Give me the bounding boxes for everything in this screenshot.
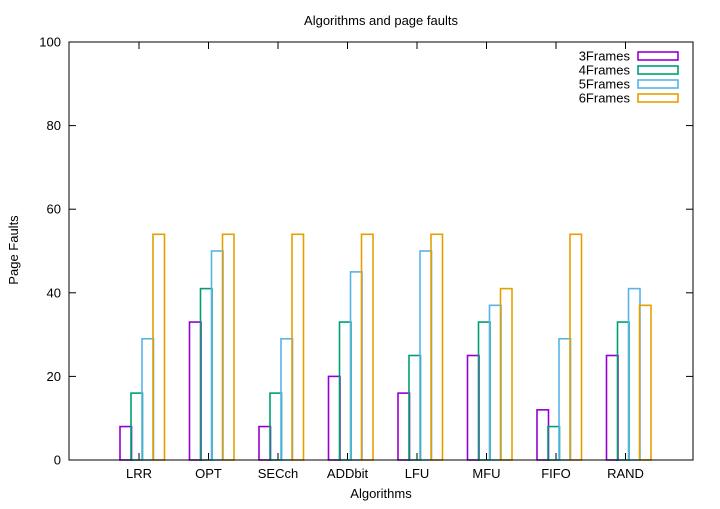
bar-4frames-fifo: [547, 425, 561, 461]
x-tick-label: MFU: [472, 466, 500, 481]
bar-6frames-opt: [221, 233, 235, 461]
bar-4frames-secch: [269, 392, 283, 461]
bar-5frames-fifo: [558, 337, 572, 461]
bar-3frames-lrr: [119, 425, 133, 461]
bar-6frames-lfu: [430, 233, 444, 461]
y-axis-label: Page Faults: [6, 215, 21, 285]
bar-5frames-mfu: [488, 304, 502, 461]
bar-3frames-mfu: [466, 354, 480, 461]
bar-5frames-secch: [280, 337, 294, 461]
x-tick-label: LFU: [405, 466, 430, 481]
bar-6frames-fifo: [569, 233, 583, 461]
bar-4frames-rand: [616, 321, 630, 461]
plot-frame: [68, 41, 694, 461]
x-tick-label: SECch: [258, 466, 298, 481]
bar-3frames-rand: [605, 354, 619, 461]
bar-5frames-lfu: [419, 250, 433, 461]
x-tick-label: FIFO: [541, 466, 571, 481]
bar-4frames-addbit: [338, 321, 352, 461]
bar-6frames-rand: [638, 304, 652, 461]
y-tick-label: 100: [39, 35, 61, 50]
bar-4frames-opt: [199, 287, 213, 461]
legend-swatch: [637, 79, 679, 89]
bar-5frames-lrr: [141, 337, 155, 461]
legend-label: 3Frames: [579, 49, 631, 64]
bar-6frames-mfu: [499, 287, 513, 461]
y-tick-label: 60: [47, 202, 61, 217]
bar-5frames-opt: [210, 250, 224, 461]
x-tick-label: RAND: [607, 466, 644, 481]
bar-4frames-lrr: [130, 392, 144, 461]
bar-5frames-rand: [627, 287, 641, 461]
legend-label: 4Frames: [579, 63, 631, 78]
legend-swatch: [637, 51, 679, 61]
legend-label: 6Frames: [579, 91, 631, 106]
legend-swatch: [637, 93, 679, 103]
legend-label: 5Frames: [579, 77, 631, 92]
bar-3frames-secch: [258, 425, 272, 461]
x-tick-label: ADDbit: [327, 466, 369, 481]
y-tick-label: 0: [54, 453, 61, 468]
y-tick-label: 80: [47, 118, 61, 133]
legend-swatch: [637, 65, 679, 75]
bar-3frames-opt: [188, 321, 202, 461]
bar-4frames-lfu: [408, 354, 422, 461]
axis-ticks: 0 20 40 60 80 100 LRR OPT SECch ADDbit LFU MFU FIFO R…: [39, 35, 693, 481]
x-tick-label: LRR: [126, 466, 152, 481]
bar-5frames-addbit: [349, 271, 363, 461]
bar-4frames-mfu: [477, 321, 491, 461]
y-tick-label: 20: [47, 369, 61, 384]
bar-6frames-addbit: [360, 233, 374, 461]
bar-3frames-lfu: [397, 392, 411, 461]
bar-6frames-secch: [291, 233, 305, 461]
x-axis-label: Algorithms: [350, 486, 412, 501]
bar-6frames-lrr: [152, 233, 166, 461]
bar-3frames-addbit: [327, 375, 341, 461]
x-tick-label: OPT: [195, 466, 222, 481]
bar-3frames-fifo: [536, 409, 550, 461]
chart-title: Algorithms and page faults: [304, 13, 458, 28]
bars: [119, 233, 652, 461]
y-tick-label: 40: [47, 285, 61, 300]
